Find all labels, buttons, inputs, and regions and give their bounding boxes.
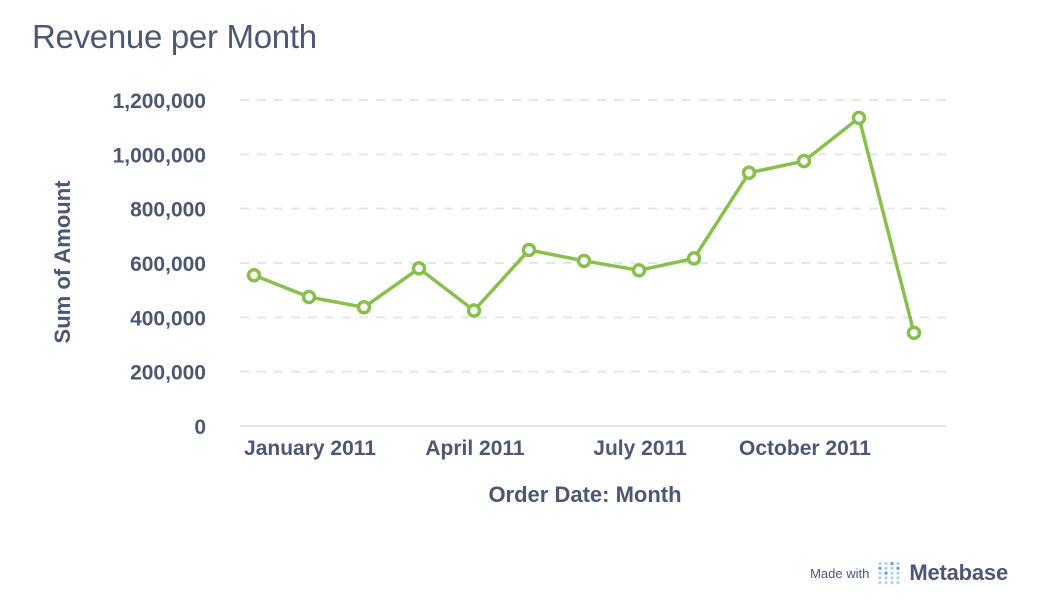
logo-dot — [896, 566, 900, 570]
data-point[interactable] — [466, 303, 482, 318]
y-tick-label: 0 — [194, 416, 206, 439]
data-point[interactable] — [356, 300, 372, 315]
logo-dot — [896, 561, 900, 566]
x-tick-label: April 2011 — [425, 437, 525, 460]
logo-dot — [878, 581, 882, 585]
chart-title: Revenue per Month — [32, 18, 317, 55]
y-tick-label: 1,200,000 — [113, 90, 206, 113]
data-point[interactable] — [301, 289, 317, 305]
x-axis-ticks: January 2011 April 2011 July 2011 October 2… — [244, 437, 871, 460]
data-point[interactable] — [851, 110, 867, 126]
logo-dot — [896, 576, 900, 580]
logo-dot — [878, 571, 882, 575]
metabase-logo-icon[interactable] — [877, 561, 901, 585]
footer: Made with Metabase — [810, 560, 1008, 586]
series-line — [252, 116, 916, 335]
data-point[interactable] — [906, 325, 922, 341]
y-axis-ticks: 0 200,000 400,000 600,000 800,000 1,000,000 1,… — [113, 90, 206, 439]
logo-dot — [896, 571, 900, 575]
data-point[interactable] — [576, 253, 592, 269]
logo-dot — [878, 561, 882, 566]
y-tick-label: 400,000 — [130, 307, 206, 330]
series-line-layer — [252, 116, 916, 335]
y-axis-title: Sum of Amount — [50, 180, 75, 344]
x-tick-label: January 2011 — [244, 437, 376, 460]
x-axis-title: Order Date: Month — [488, 482, 681, 507]
data-point[interactable] — [246, 267, 262, 283]
logo-dot — [890, 571, 894, 575]
logo-dot — [878, 576, 882, 580]
logo-dot — [884, 561, 888, 566]
logo-dot — [884, 576, 888, 580]
y-tick-label: 800,000 — [130, 199, 206, 222]
made-with-label: Made with — [810, 565, 870, 581]
y-tick-label: 1,000,000 — [113, 144, 206, 167]
logo-dot — [878, 566, 882, 570]
gridlines — [240, 99, 946, 373]
data-point[interactable] — [631, 263, 647, 278]
x-tick-label: October 2011 — [739, 437, 871, 460]
logo-dot — [884, 571, 888, 575]
metabase-logo-icon-graphic — [878, 561, 900, 585]
logo-dot — [884, 566, 888, 570]
logo-dot — [890, 561, 894, 566]
logo-dot — [896, 581, 900, 585]
logo-dot — [890, 576, 894, 580]
logo-dot — [890, 581, 894, 585]
data-point[interactable] — [411, 261, 427, 276]
logo-dot — [890, 566, 894, 570]
data-point[interactable] — [796, 153, 812, 169]
y-tick-label: 600,000 — [130, 253, 206, 276]
data-point[interactable] — [686, 251, 702, 266]
metabase-brand-name[interactable]: Metabase — [909, 560, 1008, 585]
logo-dot — [884, 581, 888, 585]
data-point[interactable] — [521, 242, 537, 258]
data-point[interactable] — [741, 165, 757, 181]
x-tick-label: July 2011 — [593, 437, 687, 460]
y-tick-label: 200,000 — [130, 362, 206, 385]
data-points — [246, 110, 922, 341]
